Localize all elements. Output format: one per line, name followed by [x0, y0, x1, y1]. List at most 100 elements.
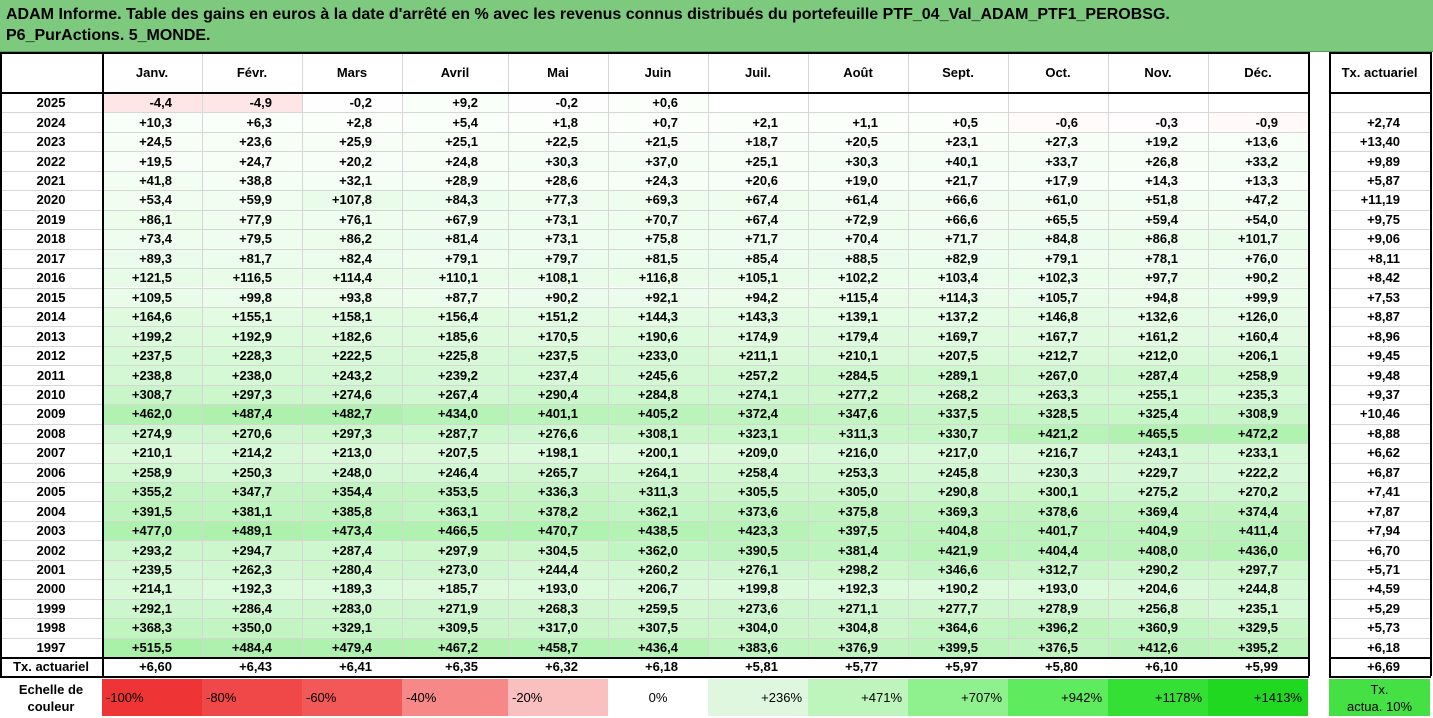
- table-cell: +23,6: [202, 131, 302, 152]
- table-cell: +155,1: [202, 306, 302, 327]
- table-cell: +24,5: [102, 131, 202, 152]
- table-cell: +161,2: [1108, 326, 1208, 346]
- rate-cell: +9,45: [1329, 345, 1430, 366]
- table-cell: +467,2: [402, 637, 508, 658]
- rate-cell: +5,71: [1329, 559, 1430, 580]
- table-cell: +385,8: [302, 501, 402, 521]
- table-cell: +317,0: [508, 618, 608, 638]
- grid-line: [0, 618, 1308, 620]
- table-cell: +248,0: [302, 462, 402, 482]
- table-cell: +237,4: [508, 365, 608, 385]
- year-label: 2012: [0, 345, 102, 366]
- table-cell: +92,1: [608, 287, 708, 307]
- table-cell: +482,7: [302, 404, 402, 424]
- table-cell: +239,5: [102, 559, 202, 580]
- table-cell: +19,0: [808, 170, 908, 191]
- table-cell: +304,5: [508, 540, 608, 560]
- table-cell: +277,7: [908, 598, 1008, 619]
- table-cell: +19,2: [1108, 131, 1208, 152]
- table-cell: +376,5: [1008, 637, 1108, 658]
- grid-line: [1329, 345, 1430, 347]
- table-cell: +347,6: [808, 404, 908, 424]
- table-cell: +369,4: [1108, 501, 1208, 521]
- year-label: 2024: [0, 112, 102, 132]
- table-cell: +305,0: [808, 482, 908, 502]
- table-cell: +233,0: [608, 345, 708, 366]
- rate-cell: +2,74: [1329, 112, 1430, 132]
- table-cell: +65,5: [1008, 209, 1108, 230]
- table-cell: +151,2: [508, 306, 608, 327]
- month-header: Oct.: [1008, 52, 1108, 92]
- table-cell: +362,1: [608, 501, 708, 521]
- grid-line: [1430, 52, 1432, 677]
- grid-line: [1329, 384, 1430, 386]
- table-cell: +274,1: [708, 384, 808, 405]
- year-label: 2021: [0, 170, 102, 191]
- table-cell: +206,7: [608, 579, 708, 599]
- table-cell: +114,3: [908, 287, 1008, 307]
- table-cell: +347,7: [202, 482, 302, 502]
- year-label: 2025: [0, 93, 102, 113]
- table-cell: +84,8: [1008, 229, 1108, 249]
- rate-cell: +8,11: [1329, 248, 1430, 269]
- month-header: Avril: [402, 52, 508, 92]
- table-cell: -0,3: [1108, 112, 1208, 132]
- table-cell: -0,2: [302, 93, 402, 113]
- table-cell: +108,1: [508, 268, 608, 288]
- year-label: 1997: [0, 637, 102, 658]
- table-cell: +70,7: [608, 209, 708, 230]
- table-cell: +126,0: [1208, 306, 1308, 327]
- table-cell: +284,5: [808, 365, 908, 385]
- table-cell: +294,7: [202, 540, 302, 560]
- year-label: 2022: [0, 151, 102, 171]
- table-cell: +88,5: [808, 248, 908, 269]
- table-cell: +210,1: [808, 345, 908, 366]
- table-cell: +293,2: [102, 540, 202, 560]
- table-cell: +421,9: [908, 540, 1008, 560]
- grid-line: [1329, 540, 1430, 542]
- table-cell: +20,2: [302, 151, 402, 171]
- scale-swatch: +942%: [1008, 679, 1108, 716]
- scale-swatch: +707%: [908, 679, 1008, 716]
- table-cell: +73,1: [508, 209, 608, 230]
- table-cell: +270,2: [1208, 482, 1308, 502]
- table-cell: +185,7: [402, 579, 508, 599]
- table-cell: +26,8: [1108, 151, 1208, 171]
- table-cell: +107,8: [302, 190, 402, 210]
- table-cell: +276,6: [508, 423, 608, 444]
- table-cell: +82,9: [908, 248, 1008, 269]
- month-header: Juil.: [708, 52, 808, 92]
- table-cell: +436,4: [608, 637, 708, 658]
- year-label: 2004: [0, 501, 102, 521]
- table-cell: +401,7: [1008, 520, 1108, 541]
- table-cell: +298,2: [808, 559, 908, 580]
- rate-cell: +11,19: [1329, 190, 1430, 210]
- table-cell: +190,2: [908, 579, 1008, 599]
- table-cell: +283,0: [302, 598, 402, 619]
- footer-cell: +6,10: [1108, 657, 1208, 677]
- table-cell: +105,7: [1008, 287, 1108, 307]
- table-cell: +190,6: [608, 326, 708, 346]
- grid-line: [908, 52, 909, 658]
- table-cell: +276,1: [708, 559, 808, 580]
- table-cell: +244,4: [508, 559, 608, 580]
- table-cell: +323,1: [708, 423, 808, 444]
- table-cell: +27,3: [1008, 131, 1108, 152]
- footer-cell: +6,60: [102, 657, 202, 677]
- grid-line: [0, 657, 1309, 660]
- grid-line: [0, 423, 1308, 425]
- grid-line: [1308, 52, 1310, 677]
- rate-cell: +6,18: [1329, 637, 1430, 658]
- table-cell: +271,9: [402, 598, 508, 619]
- footer-cell: +5,80: [1008, 657, 1108, 677]
- grid-line: [1329, 404, 1430, 406]
- table-cell: +69,3: [608, 190, 708, 210]
- footer-rate-cell: +6,69: [1329, 657, 1430, 677]
- table-cell: +256,8: [1108, 598, 1208, 619]
- month-header: Janv.: [102, 52, 202, 92]
- table-cell: +84,3: [402, 190, 508, 210]
- table-cell: +238,8: [102, 365, 202, 385]
- grid-line: [0, 676, 1309, 679]
- month-header: Sept.: [908, 52, 1008, 92]
- table-cell: +79,7: [508, 248, 608, 269]
